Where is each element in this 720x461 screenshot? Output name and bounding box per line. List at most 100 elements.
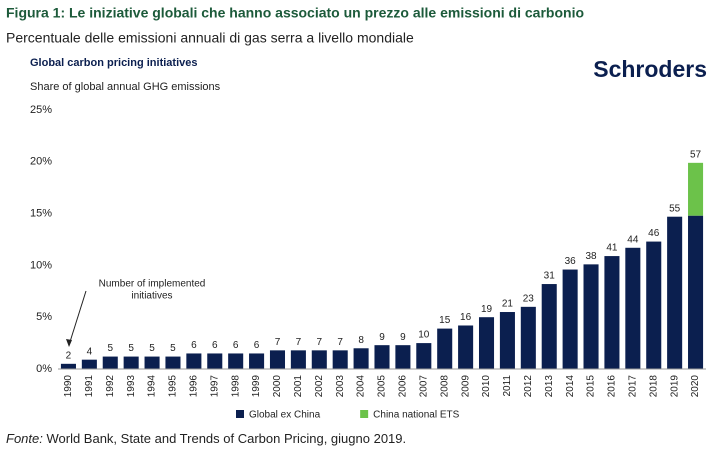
count-label: 7: [317, 337, 323, 348]
y-tick-label: 10%: [30, 259, 52, 271]
x-tick-label: 2004: [356, 375, 367, 398]
x-tick-label: 2017: [627, 375, 638, 398]
count-label: 7: [275, 337, 281, 348]
x-tick-label: 1999: [251, 375, 262, 398]
count-label: 5: [107, 343, 113, 354]
source-text: World Bank, State and Trends of Carbon P…: [43, 431, 406, 446]
count-label: 41: [606, 243, 618, 254]
bar-segment: [207, 353, 223, 369]
bar-segment: [604, 256, 620, 369]
count-label: 15: [439, 315, 451, 326]
chart-title: Global carbon pricing initiatives: [30, 57, 197, 69]
count-label: 9: [379, 332, 385, 343]
x-tick-label: 2008: [439, 375, 450, 398]
annotation-text: Number of implemented: [99, 279, 206, 290]
count-label: 8: [358, 335, 364, 346]
x-tick-label: 2011: [502, 375, 513, 397]
count-label: 57: [690, 149, 702, 160]
x-tick-label: 2018: [648, 375, 659, 398]
count-label: 36: [565, 256, 577, 267]
bar-segment: [332, 350, 348, 369]
x-tick-label: 2000: [272, 375, 283, 398]
x-tick-label: 2015: [586, 375, 597, 398]
bar-segment: [562, 269, 578, 369]
legend-label: Global ex China: [249, 410, 321, 421]
count-label: 9: [400, 332, 406, 343]
source-label: Fonte:: [6, 431, 43, 446]
x-tick-label: 2002: [314, 375, 325, 398]
count-label: 46: [648, 228, 660, 239]
bar-segment: [81, 359, 97, 369]
bar-segment: [688, 215, 704, 369]
x-tick-label: 1993: [126, 375, 137, 398]
bar-segment: [290, 350, 306, 369]
y-tick-label: 5%: [36, 311, 52, 323]
bar-segment: [499, 312, 515, 369]
x-tick-label: 1996: [189, 375, 200, 398]
count-label: 2: [66, 350, 72, 361]
count-label: 31: [544, 271, 556, 282]
y-tick-label: 25%: [30, 104, 52, 116]
bar-segment: [437, 328, 453, 369]
bar-segment: [625, 247, 641, 369]
x-tick-label: 1998: [230, 375, 241, 398]
x-tick-label: 2007: [418, 375, 429, 398]
x-tick-label: 1990: [63, 375, 74, 398]
bar-segment: [374, 345, 390, 369]
x-tick-label: 2001: [293, 375, 304, 398]
x-tick-label: 2009: [460, 375, 471, 398]
legend-swatch: [236, 410, 244, 418]
bar-segment: [123, 356, 139, 369]
count-label: 16: [460, 312, 472, 323]
bar-segment: [646, 241, 662, 369]
count-label: 10: [418, 330, 430, 341]
x-tick-label: 2012: [523, 375, 534, 398]
x-tick-label: 2020: [690, 375, 701, 398]
count-label: 6: [233, 340, 239, 351]
x-tick-label: 2019: [669, 375, 680, 398]
bar-segment: [144, 356, 160, 369]
count-label: 6: [254, 340, 260, 351]
legend-swatch: [360, 410, 369, 418]
x-tick-label: 2003: [335, 375, 346, 398]
x-tick-label: 1994: [147, 375, 158, 398]
x-tick-label: 1992: [105, 375, 116, 398]
x-tick-label: 2016: [607, 375, 618, 398]
page-subtitle: Percentuale delle emissioni annuali di g…: [6, 30, 414, 46]
bar-segment: [541, 284, 557, 369]
legend-label: China national ETS: [373, 410, 459, 421]
bar-segment: [249, 353, 265, 369]
count-label: 7: [296, 337, 302, 348]
count-label: 6: [212, 340, 218, 351]
count-label: 4: [87, 346, 93, 357]
y-tick-label: 20%: [30, 156, 52, 168]
bar-segment: [520, 306, 536, 369]
count-label: 5: [128, 343, 134, 354]
count-label: 6: [191, 340, 197, 351]
chart-subtitle: Share of global annual GHG emissions: [30, 81, 221, 93]
bar-segment: [458, 325, 474, 369]
x-tick-label: 2010: [481, 375, 492, 398]
count-label: 5: [149, 343, 155, 354]
y-tick-label: 15%: [30, 208, 52, 220]
bar-segment: [311, 350, 327, 369]
count-label: 7: [337, 337, 343, 348]
bar-segment: [269, 350, 286, 369]
x-tick-label: 1991: [84, 375, 95, 398]
x-tick-label: 1995: [168, 375, 179, 398]
annotation-arrowhead: [66, 339, 72, 347]
count-label: 21: [502, 299, 514, 310]
count-label: 23: [523, 293, 535, 304]
bar-segment: [186, 353, 202, 369]
bar-segment: [165, 356, 181, 369]
bar-segment: [478, 317, 495, 369]
bar-segment: [395, 345, 411, 369]
bar-segment: [688, 162, 704, 216]
x-tick-label: 2006: [398, 375, 409, 398]
bar-segment: [667, 216, 683, 369]
x-tick-label: 2014: [565, 375, 576, 398]
count-label: 5: [170, 343, 176, 354]
source: Fonte: World Bank, State and Trends of C…: [6, 431, 406, 446]
x-tick-label: 2013: [544, 375, 555, 398]
